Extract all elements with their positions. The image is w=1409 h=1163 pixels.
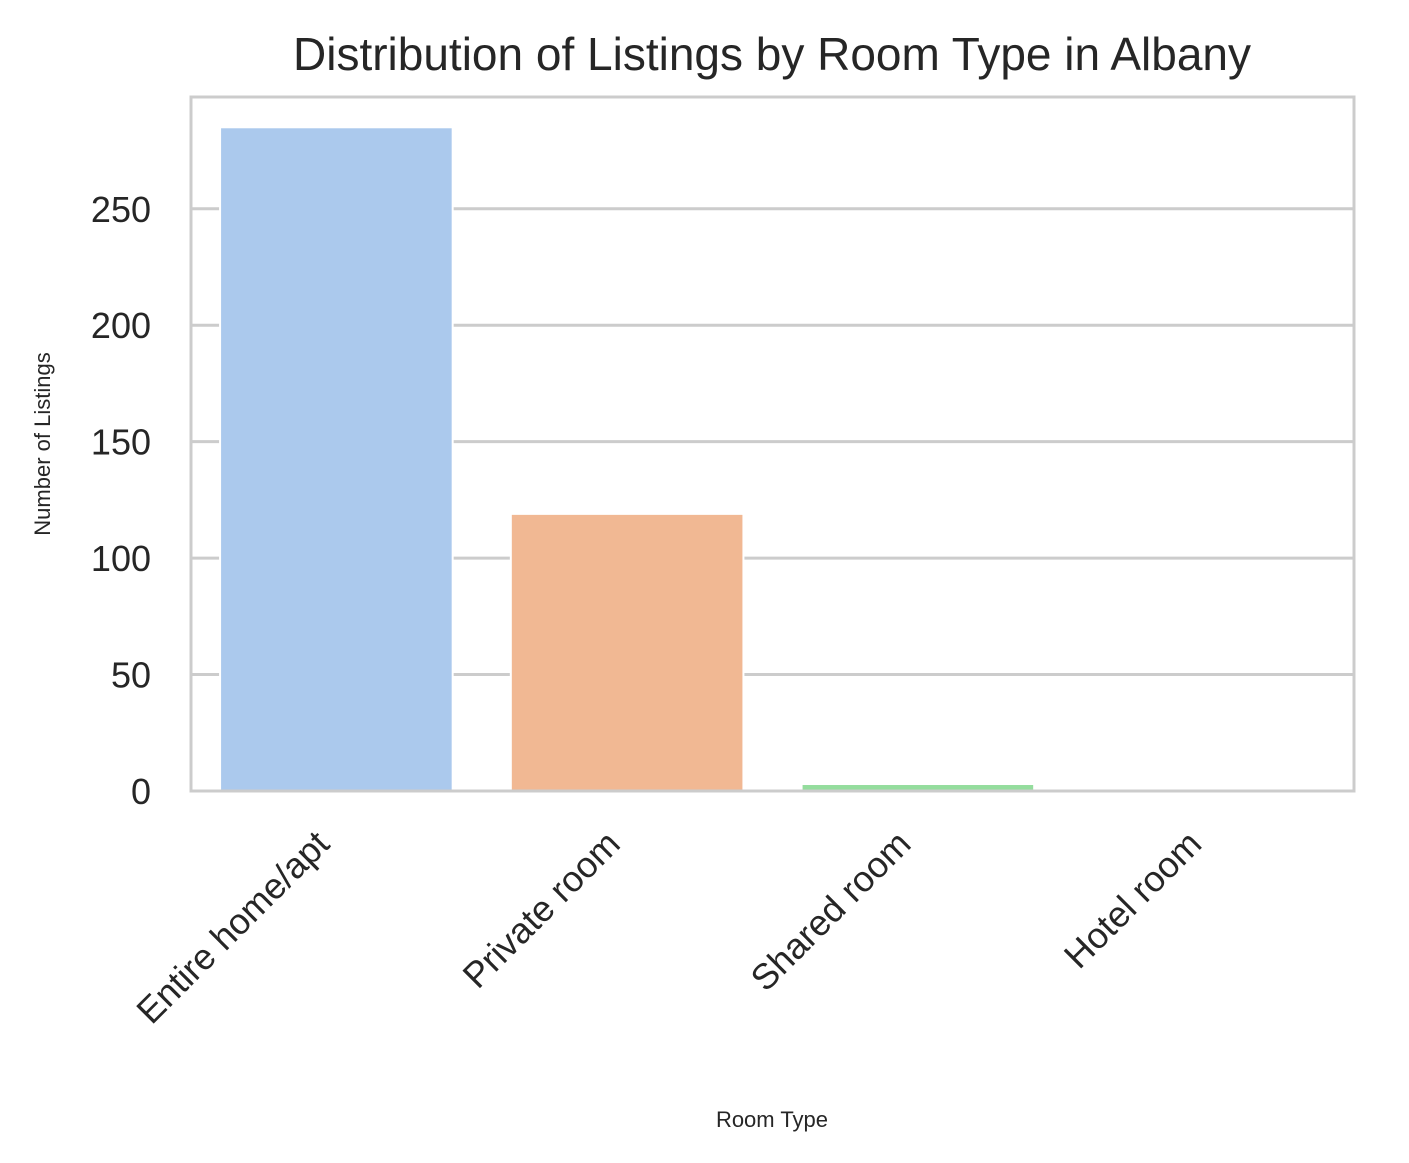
plot-frame [189, 95, 1356, 793]
y-tick-label: 100 [91, 538, 151, 579]
y-tick-label: 50 [111, 655, 151, 696]
y-tick-label: 0 [131, 771, 151, 812]
y-axis-label: Number of Listings [30, 352, 55, 535]
bars [219, 126, 1036, 793]
x-axis-label: Room Type [716, 1107, 828, 1132]
bar-entire-home-apt [219, 126, 454, 793]
y-tick-label: 250 [91, 189, 151, 230]
y-tick-labels: 0 50 100 150 200 250 [91, 189, 151, 812]
bar-private-room [509, 512, 745, 792]
y-tick-label: 200 [91, 305, 151, 346]
y-tick-label: 150 [91, 422, 151, 463]
chart-title: Distribution of Listings by Room Type in… [293, 28, 1251, 80]
